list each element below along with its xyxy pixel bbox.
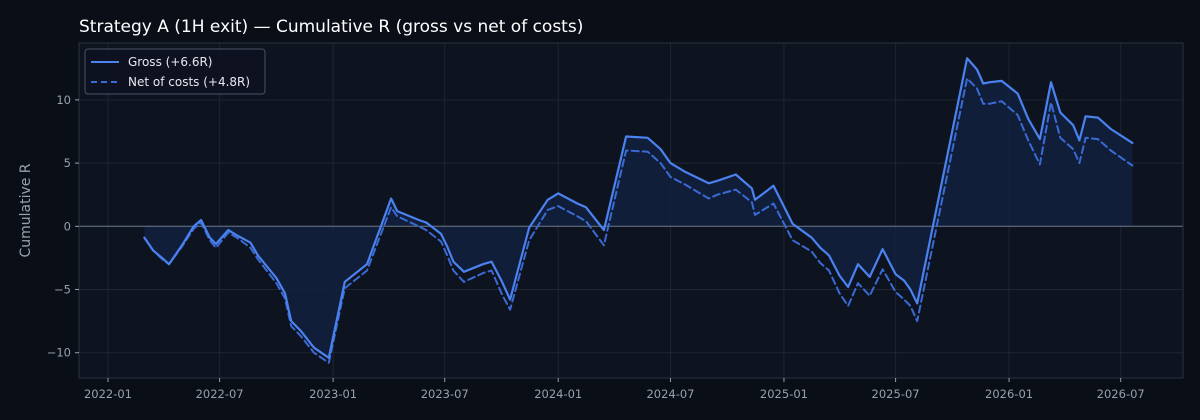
legend-label-gross: Gross (+6.6R) [128, 55, 212, 69]
y-tick-label: 5 [64, 156, 71, 170]
x-tick-label: 2023-01 [309, 387, 357, 401]
x-tick-label: 2026-07 [1097, 387, 1145, 401]
chart-title: Strategy A (1H exit) — Cumulative R (gro… [79, 17, 583, 37]
gross-series-line [143, 57, 1134, 359]
x-tick-label: 2022-07 [196, 387, 244, 401]
x-tick-label: 2022-01 [84, 387, 132, 401]
y-tick-label: 10 [56, 93, 71, 107]
legend-label-net: Net of costs (+4.8R) [128, 75, 250, 89]
x-tick-label: 2024-01 [534, 387, 582, 401]
y-tick-label: −10 [47, 346, 71, 360]
y-tick-label: 0 [64, 219, 71, 233]
y-axis-label: Cumulative R [18, 163, 34, 257]
x-axis-ticks: 2022-01 2022-07 2023-01 2023-07 2024-01 2024-… [84, 378, 1145, 401]
x-tick-label: 2025-07 [872, 387, 920, 401]
x-tick-label: 2026-01 [985, 387, 1033, 401]
y-tick-label: −5 [54, 283, 71, 297]
plot-frame [78, 42, 1184, 379]
net-series-line [143, 77, 1134, 364]
gross-area-fill [144, 58, 1133, 358]
legend-box [84, 48, 266, 95]
x-tick-label: 2024-07 [646, 387, 694, 401]
x-tick-label: 2025-01 [760, 387, 808, 401]
x-tick-label: 2023-07 [421, 387, 469, 401]
legend: Gross (+6.6R) Net of costs (+4.8R) [84, 48, 266, 95]
y-axis-ticks: −10 −5 0 5 10 [47, 93, 79, 360]
